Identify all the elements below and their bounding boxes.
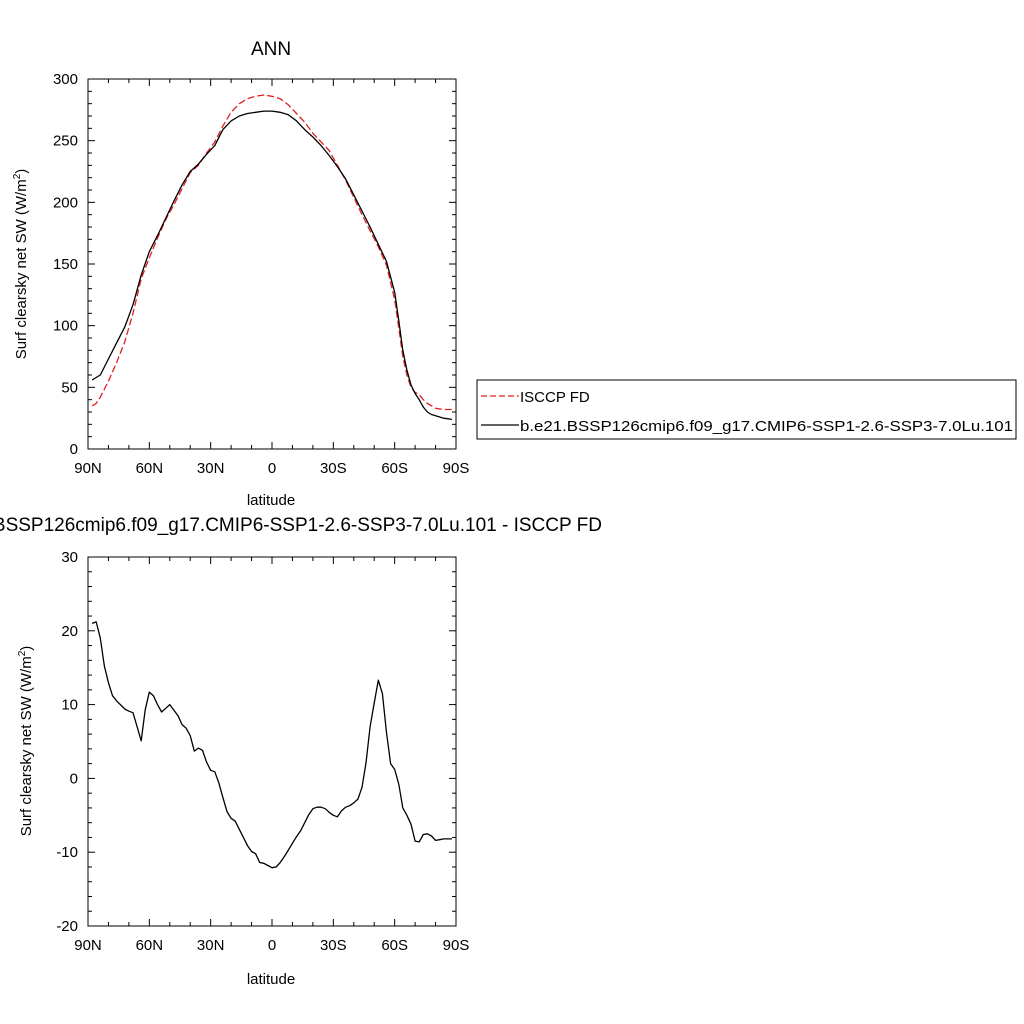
plot-series: [91, 621, 452, 869]
y-tick-label: 0: [70, 770, 78, 787]
series-line-model: [91, 621, 452, 869]
chart-title-difference: b.e21.BSSP126cmip6.f09_g17.CMIP6-SSP1-2.…: [0, 515, 602, 536]
x-tick-label: 90N: [74, 460, 102, 477]
axes: 90N 60N 30N 0 30S 60S 90S 0 50 100 150 200 250 300: [53, 71, 469, 477]
y-tick-label: 100: [53, 318, 78, 335]
x-tick-label: 0: [268, 937, 276, 954]
x-tick-label: 90N: [74, 937, 102, 954]
x-tick-label: 60N: [136, 460, 164, 477]
y-tick-label: 50: [61, 379, 78, 396]
plot-series: [91, 94, 452, 421]
series-line-isccp-fd: [91, 94, 452, 411]
x-tick-label: 60S: [381, 460, 408, 477]
bottom-chart: b.e21.BSSP126cmip6.f09_g17.CMIP6-SSP1-2.…: [0, 515, 602, 988]
y-tick-label: 200: [53, 194, 78, 211]
y-tick-label: 10: [61, 697, 78, 714]
x-tick-label: 60N: [136, 937, 164, 954]
series-line-model: [91, 110, 452, 421]
y-tick-label: 30: [61, 549, 78, 566]
legend-box: [476, 379, 1017, 440]
top-chart: ANN 90N 60N 30N 0 30S 60S 90S 0 50 100 150 200 250 30…: [12, 39, 469, 509]
legend-label-model: b.e21.BSSP126cmip6.f09_g17.CMIP6-SSP1-2.…: [520, 418, 1013, 435]
y-axis-label: Surf clearsky net SW (W/m2): [12, 169, 30, 360]
plot-frame: [87, 556, 457, 927]
y-tick-label: 300: [53, 71, 78, 88]
y-tick-label: -20: [56, 918, 78, 935]
plot-frame: [87, 78, 457, 450]
y-tick-label: 250: [53, 133, 78, 150]
x-tick-label: 0: [268, 460, 276, 477]
legend: ISCCP FD b.e21.BSSP126cmip6.f09_g17.CMIP…: [476, 379, 1017, 440]
x-tick-label: 30N: [197, 937, 225, 954]
y-axis-label: Surf clearsky net SW (W/m2): [17, 646, 35, 837]
x-tick-label: 90S: [443, 460, 470, 477]
x-tick-label: 60S: [381, 937, 408, 954]
x-axis-label: latitude: [247, 492, 295, 509]
y-tick-label: -10: [56, 844, 78, 861]
y-tick-label: 0: [70, 441, 78, 458]
y-tick-label: 20: [61, 623, 78, 640]
x-tick-label: 90S: [443, 937, 470, 954]
x-axis-label: latitude: [247, 971, 295, 988]
x-tick-label: 30N: [197, 460, 225, 477]
axes: 90N 60N 30N 0 30S 60S 90S -20 -10 0 10 20 30: [56, 549, 469, 954]
legend-label-isccp: ISCCP FD: [520, 389, 590, 406]
x-tick-label: 30S: [320, 937, 347, 954]
x-tick-label: 30S: [320, 460, 347, 477]
chart-title: ANN: [251, 39, 291, 60]
y-tick-label: 150: [53, 256, 78, 273]
